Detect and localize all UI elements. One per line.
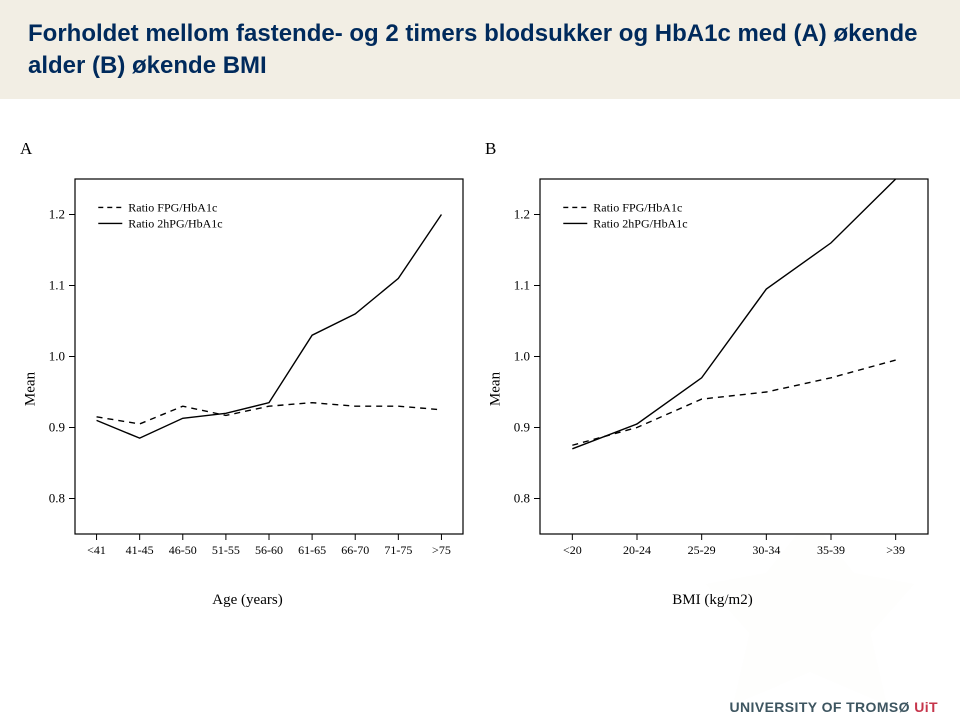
svg-text:>75: >75 — [432, 543, 451, 557]
svg-text:56-60: 56-60 — [255, 543, 283, 557]
svg-text:1.0: 1.0 — [49, 348, 65, 363]
svg-text:0.9: 0.9 — [49, 419, 65, 434]
svg-text:66-70: 66-70 — [341, 543, 369, 557]
panel-a-xlabel: Age (years) — [212, 592, 282, 609]
svg-text:Ratio 2hPG/HbA1c: Ratio 2hPG/HbA1c — [593, 216, 687, 230]
title-bar: Forholdet mellom fastende- og 2 timers b… — [0, 0, 960, 99]
plot-a-wrap: Mean 0.8 0.9 1.0 1.1 1.2 <41 41-45 46-50 51-55 56… — [20, 169, 475, 609]
panel-b: B Mean 0.8 0.9 1.0 1.1 1.2 <20 20-24 25-29 30-34… — [485, 139, 940, 609]
plot-a-svg: 0.8 0.9 1.0 1.1 1.2 <41 41-45 46-50 51-55 56-60 61… — [20, 169, 475, 579]
footer-accent: UiT — [914, 699, 938, 715]
svg-text:Ratio 2hPG/HbA1c: Ratio 2hPG/HbA1c — [128, 216, 222, 230]
svg-text:<20: <20 — [563, 543, 582, 557]
page-title: Forholdet mellom fastende- og 2 timers b… — [28, 18, 932, 83]
svg-text:1.1: 1.1 — [49, 277, 65, 292]
svg-text:>39: >39 — [886, 543, 905, 557]
svg-text:0.8: 0.8 — [49, 490, 65, 505]
panel-b-xlabel: BMI (kg/m2) — [672, 592, 752, 609]
footer-text: UNIVERSITY OF TROMSØ — [730, 699, 915, 715]
panel-a-label: A — [20, 139, 32, 159]
svg-text:0.9: 0.9 — [514, 419, 530, 434]
plot-b-wrap: Mean 0.8 0.9 1.0 1.1 1.2 <20 20-24 25-29 30-34 35… — [485, 169, 940, 609]
svg-text:71-75: 71-75 — [384, 543, 412, 557]
svg-text:46-50: 46-50 — [169, 543, 197, 557]
plot-b-svg: 0.8 0.9 1.0 1.1 1.2 <20 20-24 25-29 30-34 35-39 >3… — [485, 169, 940, 579]
svg-text:41-45: 41-45 — [126, 543, 154, 557]
svg-text:25-29: 25-29 — [688, 543, 716, 557]
svg-text:0.8: 0.8 — [514, 490, 530, 505]
svg-text:1.1: 1.1 — [514, 277, 530, 292]
svg-text:1.0: 1.0 — [514, 348, 530, 363]
svg-text:61-65: 61-65 — [298, 543, 326, 557]
svg-text:Ratio FPG/HbA1c: Ratio FPG/HbA1c — [128, 200, 217, 214]
panel-b-label: B — [485, 139, 496, 159]
panel-a-ylabel: Mean — [23, 372, 40, 406]
svg-text:51-55: 51-55 — [212, 543, 240, 557]
svg-text:20-24: 20-24 — [623, 543, 651, 557]
svg-text:30-34: 30-34 — [752, 543, 780, 557]
svg-text:<41: <41 — [87, 543, 106, 557]
panel-b-ylabel: Mean — [488, 372, 505, 406]
svg-text:1.2: 1.2 — [514, 206, 530, 221]
svg-text:Ratio FPG/HbA1c: Ratio FPG/HbA1c — [593, 200, 682, 214]
svg-text:1.2: 1.2 — [49, 206, 65, 221]
svg-text:35-39: 35-39 — [817, 543, 845, 557]
panel-a: A Mean 0.8 0.9 1.0 1.1 1.2 <41 41-45 46-50 51-55… — [20, 139, 475, 609]
charts-row: A Mean 0.8 0.9 1.0 1.1 1.2 <41 41-45 46-50 51-55… — [0, 99, 960, 609]
footer-logo: UNIVERSITY OF TROMSØ UiT — [730, 699, 938, 715]
